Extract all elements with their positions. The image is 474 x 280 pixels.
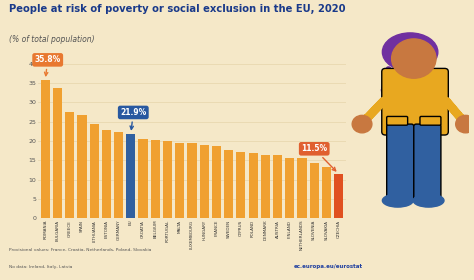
Bar [310, 163, 319, 218]
Bar [224, 150, 233, 218]
Bar [187, 143, 197, 218]
Bar [138, 139, 147, 218]
Text: 11.5%: 11.5% [301, 144, 336, 171]
Bar [90, 124, 99, 218]
Circle shape [392, 39, 436, 78]
FancyBboxPatch shape [387, 124, 414, 199]
Ellipse shape [413, 194, 444, 207]
Text: 21.9%: 21.9% [120, 108, 146, 129]
Bar [322, 167, 331, 218]
Bar [77, 115, 87, 218]
Bar [163, 141, 172, 218]
Text: ec.europa.eu/eurostat: ec.europa.eu/eurostat [294, 264, 363, 269]
Text: People at risk of poverty or social exclusion in the EU, 2020: People at risk of poverty or social excl… [9, 4, 346, 14]
Bar [237, 151, 246, 218]
Bar [114, 132, 123, 218]
Bar [297, 158, 307, 218]
FancyBboxPatch shape [387, 116, 408, 125]
Ellipse shape [383, 33, 438, 71]
Bar [285, 158, 294, 218]
Text: No data: Ireland, Italy, Latvia: No data: Ireland, Italy, Latvia [9, 265, 73, 269]
Text: (% of total population): (% of total population) [9, 35, 95, 44]
FancyArrowPatch shape [366, 101, 383, 119]
Bar [261, 155, 270, 218]
Circle shape [352, 115, 372, 133]
FancyBboxPatch shape [414, 124, 441, 199]
Bar [126, 134, 136, 218]
Circle shape [456, 115, 474, 133]
Bar [212, 146, 221, 218]
Bar [273, 155, 282, 218]
Bar [175, 143, 184, 218]
FancyBboxPatch shape [382, 68, 448, 135]
FancyArrowPatch shape [383, 69, 389, 91]
Bar [41, 80, 50, 218]
Bar [200, 144, 209, 218]
Text: 35.8%: 35.8% [35, 55, 61, 76]
Text: Provisional values: France, Croatia, Netherlands, Poland, Slovakia: Provisional values: France, Croatia, Net… [9, 248, 152, 252]
FancyArrowPatch shape [447, 101, 461, 119]
Ellipse shape [383, 194, 413, 207]
Bar [248, 153, 258, 218]
Bar [151, 140, 160, 218]
FancyBboxPatch shape [420, 116, 441, 125]
Bar [334, 174, 343, 218]
Bar [65, 112, 74, 218]
Bar [53, 88, 62, 218]
Bar [102, 130, 111, 218]
